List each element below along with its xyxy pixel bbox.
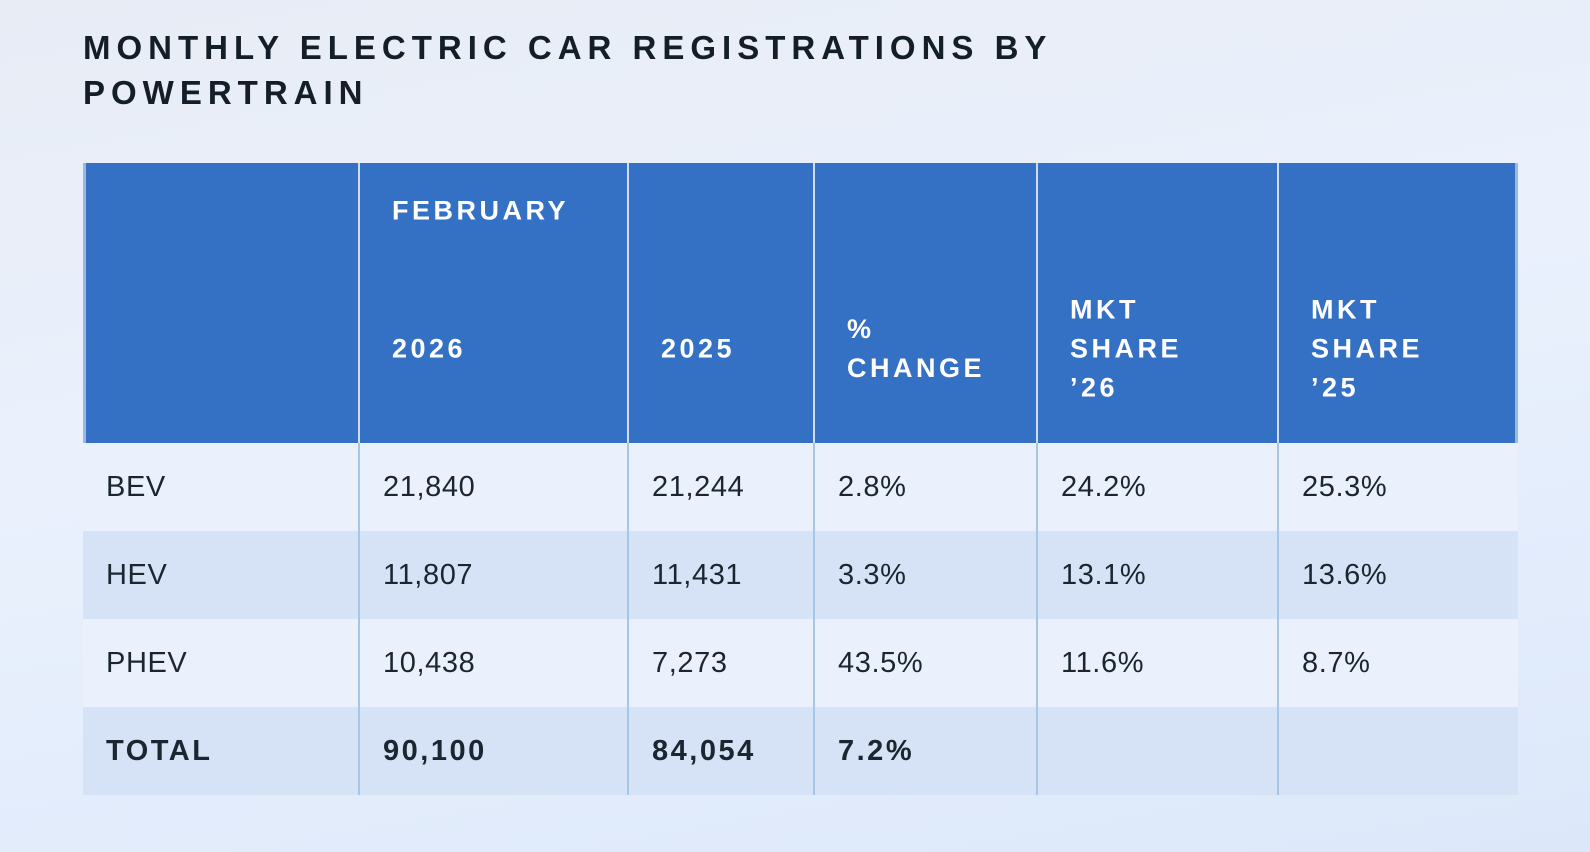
- month-label: FEBRUARY: [392, 195, 570, 226]
- table-header: FEBRUARY 2026 2025 % CHANGE MKT SHARE ’2…: [83, 163, 1518, 443]
- header-cell-feb-2026: FEBRUARY 2026: [358, 163, 627, 443]
- cell-mkt-share-25: 13.6%: [1277, 531, 1518, 619]
- cell-feb-2026: 11,807: [358, 531, 627, 619]
- cell-feb-2025: 7,273: [627, 619, 813, 707]
- cell-mkt-share-26: 24.2%: [1036, 443, 1277, 531]
- cell-mkt-share-26: 13.1%: [1036, 531, 1277, 619]
- header-cell-pct-change: % CHANGE: [813, 163, 1036, 443]
- mkt-share-26-label: MKT SHARE ’26: [1070, 294, 1183, 403]
- mkt-share-25-label: MKT SHARE ’25: [1311, 294, 1424, 403]
- cell-feb-2026: 21,840: [358, 443, 627, 531]
- pct-change-label: % CHANGE: [847, 314, 986, 383]
- cell-feb-2025: 84,054: [627, 707, 813, 795]
- table-row-hev: HEV 11,807 11,431 3.3% 13.1% 13.6%: [83, 531, 1518, 619]
- row-label: PHEV: [106, 646, 188, 679]
- row-label: TOTAL: [106, 734, 213, 767]
- table-row-phev: PHEV 10,438 7,273 43.5% 11.6% 8.7%: [83, 619, 1518, 707]
- row-label: HEV: [106, 558, 168, 591]
- table-row-bev: BEV 21,840 21,244 2.8% 24.2% 25.3%: [83, 443, 1518, 531]
- cell-mkt-share-25: 8.7%: [1277, 619, 1518, 707]
- cell-mkt-share-25: 25.3%: [1277, 443, 1518, 531]
- cell-mkt-share-25: [1277, 707, 1518, 795]
- table-row-total: TOTAL 90,100 84,054 7.2%: [83, 707, 1518, 795]
- header-cell-powertrain: [83, 163, 358, 443]
- year-2025-label: 2025: [661, 333, 736, 364]
- header-row: FEBRUARY 2026 2025 % CHANGE MKT SHARE ’2…: [83, 163, 1518, 443]
- cell-pct-change: 3.3%: [813, 531, 1036, 619]
- cell-pct-change: 2.8%: [813, 443, 1036, 531]
- cell-feb-2025: 21,244: [627, 443, 813, 531]
- registrations-table: FEBRUARY 2026 2025 % CHANGE MKT SHARE ’2…: [83, 163, 1518, 795]
- year-2026-label: 2026: [392, 333, 467, 364]
- cell-mkt-share-26: [1036, 707, 1277, 795]
- row-label: BEV: [106, 470, 166, 503]
- cell-mkt-share-26: 11.6%: [1036, 619, 1277, 707]
- page: MONTHLY ELECTRIC CAR REGISTRATIONS BY PO…: [83, 29, 1518, 795]
- header-cell-mkt-share-26: MKT SHARE ’26: [1036, 163, 1277, 443]
- cell-pct-change: 43.5%: [813, 619, 1036, 707]
- header-cell-feb-2025: 2025: [627, 163, 813, 443]
- page-title: MONTHLY ELECTRIC CAR REGISTRATIONS BY PO…: [83, 29, 1052, 111]
- cell-feb-2026: 90,100: [358, 707, 627, 795]
- table-body: BEV 21,840 21,244 2.8% 24.2% 25.3% HEV 1…: [83, 443, 1518, 795]
- cell-feb-2025: 11,431: [627, 531, 813, 619]
- cell-pct-change: 7.2%: [813, 707, 1036, 795]
- header-cell-mkt-share-25: MKT SHARE ’25: [1277, 163, 1518, 443]
- cell-feb-2026: 10,438: [358, 619, 627, 707]
